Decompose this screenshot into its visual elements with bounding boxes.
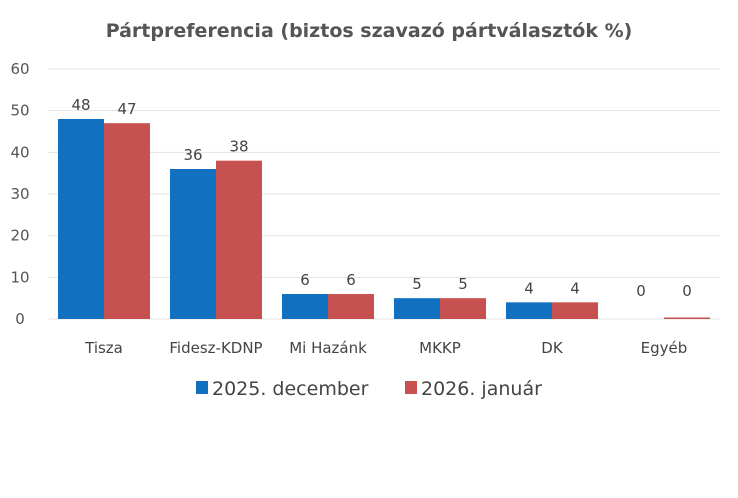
legend-label: 2025. december	[212, 378, 369, 400]
data-label: 38	[229, 138, 248, 156]
x-tick-label: Mi Hazánk	[289, 339, 367, 357]
y-tick-label: 40	[10, 143, 29, 161]
bar	[58, 119, 104, 319]
x-axis: Tisza Fidesz-KDNP Mi Hazánk MKKP DK Egyéb	[84, 339, 687, 357]
bar	[170, 169, 216, 319]
bar	[506, 302, 552, 319]
x-tick-label: Tisza	[84, 339, 123, 357]
bar	[552, 302, 598, 319]
bars	[58, 119, 710, 320]
legend-swatch	[196, 381, 208, 394]
data-label: 5	[412, 275, 422, 293]
x-tick-label: Fidesz-KDNP	[169, 339, 262, 357]
gridlines	[48, 68, 720, 320]
legend-label: 2026. január	[421, 378, 542, 400]
x-tick-label: DK	[541, 339, 564, 357]
chart-title: Pártpreferencia (biztos szavazó pártvála…	[106, 20, 633, 42]
bar	[440, 298, 486, 319]
data-label: 0	[636, 282, 646, 300]
data-label: 48	[71, 96, 90, 114]
data-label: 5	[458, 275, 468, 293]
bar	[216, 160, 262, 319]
legend-swatch	[405, 381, 417, 394]
data-labels: 48 47 36 38 6 6 5 5 4 4 0 0	[71, 96, 691, 300]
bar	[282, 294, 328, 319]
x-tick-label: MKKP	[419, 339, 461, 357]
bar	[328, 294, 374, 319]
data-label: 4	[524, 279, 534, 297]
data-label: 6	[300, 271, 310, 289]
data-label: 36	[183, 146, 202, 164]
bar	[394, 298, 440, 319]
y-tick-label: 30	[10, 185, 29, 203]
bar	[104, 123, 150, 320]
y-tick-label: 0	[15, 310, 25, 328]
data-label: 4	[570, 279, 580, 297]
y-tick-label: 20	[10, 227, 29, 245]
y-tick-label: 10	[10, 268, 29, 286]
data-label: 0	[682, 282, 692, 300]
y-tick-label: 60	[10, 60, 29, 78]
bar	[664, 317, 710, 319]
legend: 2025. december 2026. január	[196, 378, 542, 400]
data-label: 6	[346, 271, 356, 289]
y-tick-label: 50	[10, 102, 29, 120]
data-label: 47	[117, 100, 136, 118]
x-tick-label: Egyéb	[641, 339, 688, 357]
y-axis: 0 10 20 30 40 50 60	[10, 60, 29, 328]
